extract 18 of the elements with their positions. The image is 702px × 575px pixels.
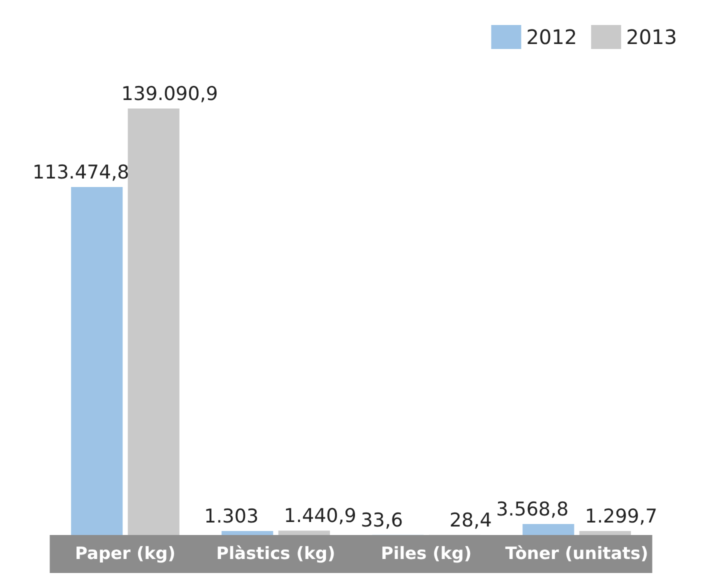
bar xyxy=(522,524,574,535)
x-tick-label: Tòner (unitats) xyxy=(505,544,648,564)
data-label: 139.090,9 xyxy=(121,82,218,105)
data-label: 1.440,9 xyxy=(284,505,356,528)
x-tick-label: Paper (kg) xyxy=(75,544,176,564)
data-label: 3.568,8 xyxy=(496,498,569,521)
x-tick-label: Piles (kg) xyxy=(380,544,472,564)
bar xyxy=(278,530,330,535)
data-label: 113.474,8 xyxy=(32,162,130,184)
legend-label: 2013 xyxy=(626,25,678,49)
data-label: 1.303 xyxy=(204,506,259,528)
x-tick-label: Plàstics (kg) xyxy=(216,544,336,564)
bar xyxy=(579,531,631,535)
data-label: 1.299,7 xyxy=(584,506,658,528)
data-label: 28,4 xyxy=(449,509,492,532)
data-label: 33,6 xyxy=(360,509,404,532)
legend-label: 2012 xyxy=(526,25,578,49)
bar xyxy=(222,531,274,535)
